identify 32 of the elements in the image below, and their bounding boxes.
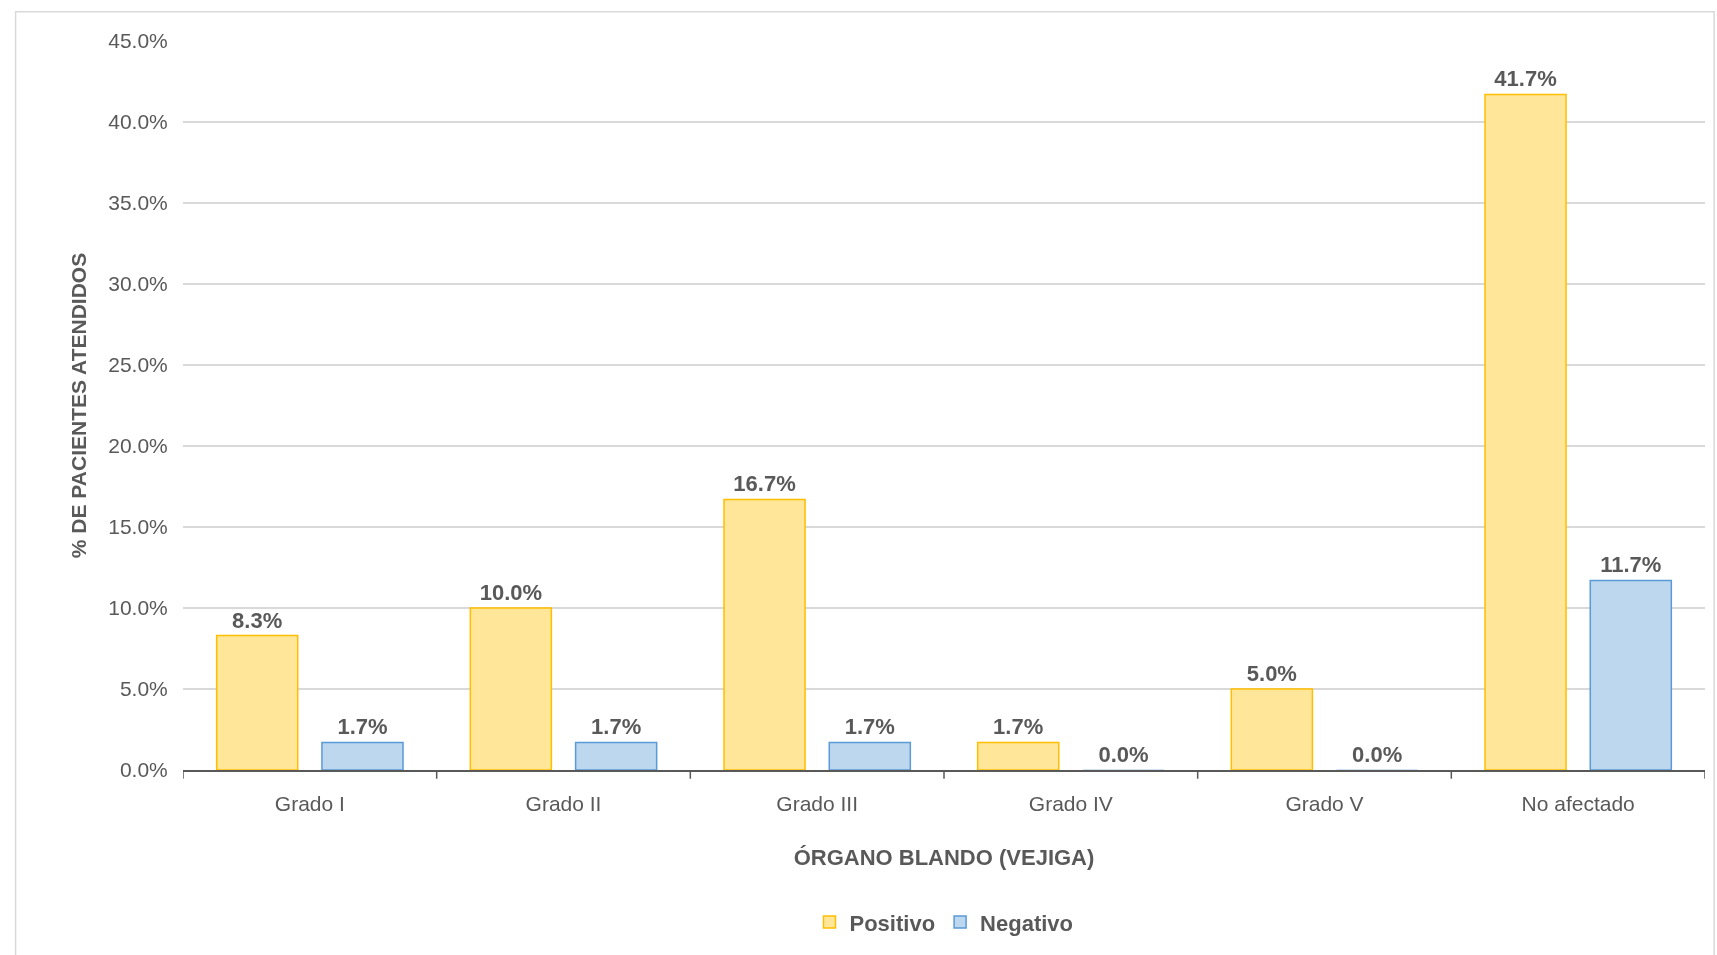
x-tick-label: Grado I <box>274 791 345 815</box>
data-label: 8.3% <box>232 607 283 633</box>
data-label: 0.0% <box>1352 742 1403 767</box>
y-tick-label: 15.0% <box>108 515 168 539</box>
data-label: 1.7% <box>993 714 1044 740</box>
y-axis-title: % DE PACIENTES ATENDIDOS <box>67 252 91 559</box>
y-tick-label: 10.0% <box>108 596 168 620</box>
x-tick-label: Grado II <box>525 791 602 815</box>
data-label: 10.0% <box>479 580 543 605</box>
data-label: 1.7% <box>844 714 895 740</box>
data-label: 41.7% <box>1494 66 1557 92</box>
x-axis-title: ÓRGANO BLANDO (VEJIGA) <box>793 845 1095 871</box>
y-tick-label: 20.0% <box>108 434 168 458</box>
x-tick-label: Grado V <box>1285 791 1364 815</box>
y-tick-label: 45.0% <box>108 29 168 53</box>
data-label: 5.0% <box>1246 661 1297 686</box>
y-tick-label: 5.0% <box>119 677 168 701</box>
data-label: 0.0% <box>1098 742 1149 767</box>
y-tick-label: 35.0% <box>108 191 168 215</box>
legend-label: Negativo <box>980 910 1073 936</box>
data-label: 1.7% <box>591 714 642 740</box>
data-label: 11.7% <box>1600 552 1662 578</box>
data-label: 16.7% <box>733 471 796 497</box>
y-tick-label: 30.0% <box>108 272 168 296</box>
x-tick-label: No afectado <box>1521 791 1635 815</box>
legend-label: Positivo <box>849 910 936 936</box>
x-tick-label: Grado IV <box>1028 791 1113 815</box>
x-tick-label: Grado III <box>776 791 859 815</box>
y-tick-label: 40.0% <box>108 110 168 134</box>
y-tick-label: 25.0% <box>108 353 168 377</box>
y-tick-label: 0.0% <box>119 758 168 782</box>
data-label: 1.7% <box>337 714 388 740</box>
